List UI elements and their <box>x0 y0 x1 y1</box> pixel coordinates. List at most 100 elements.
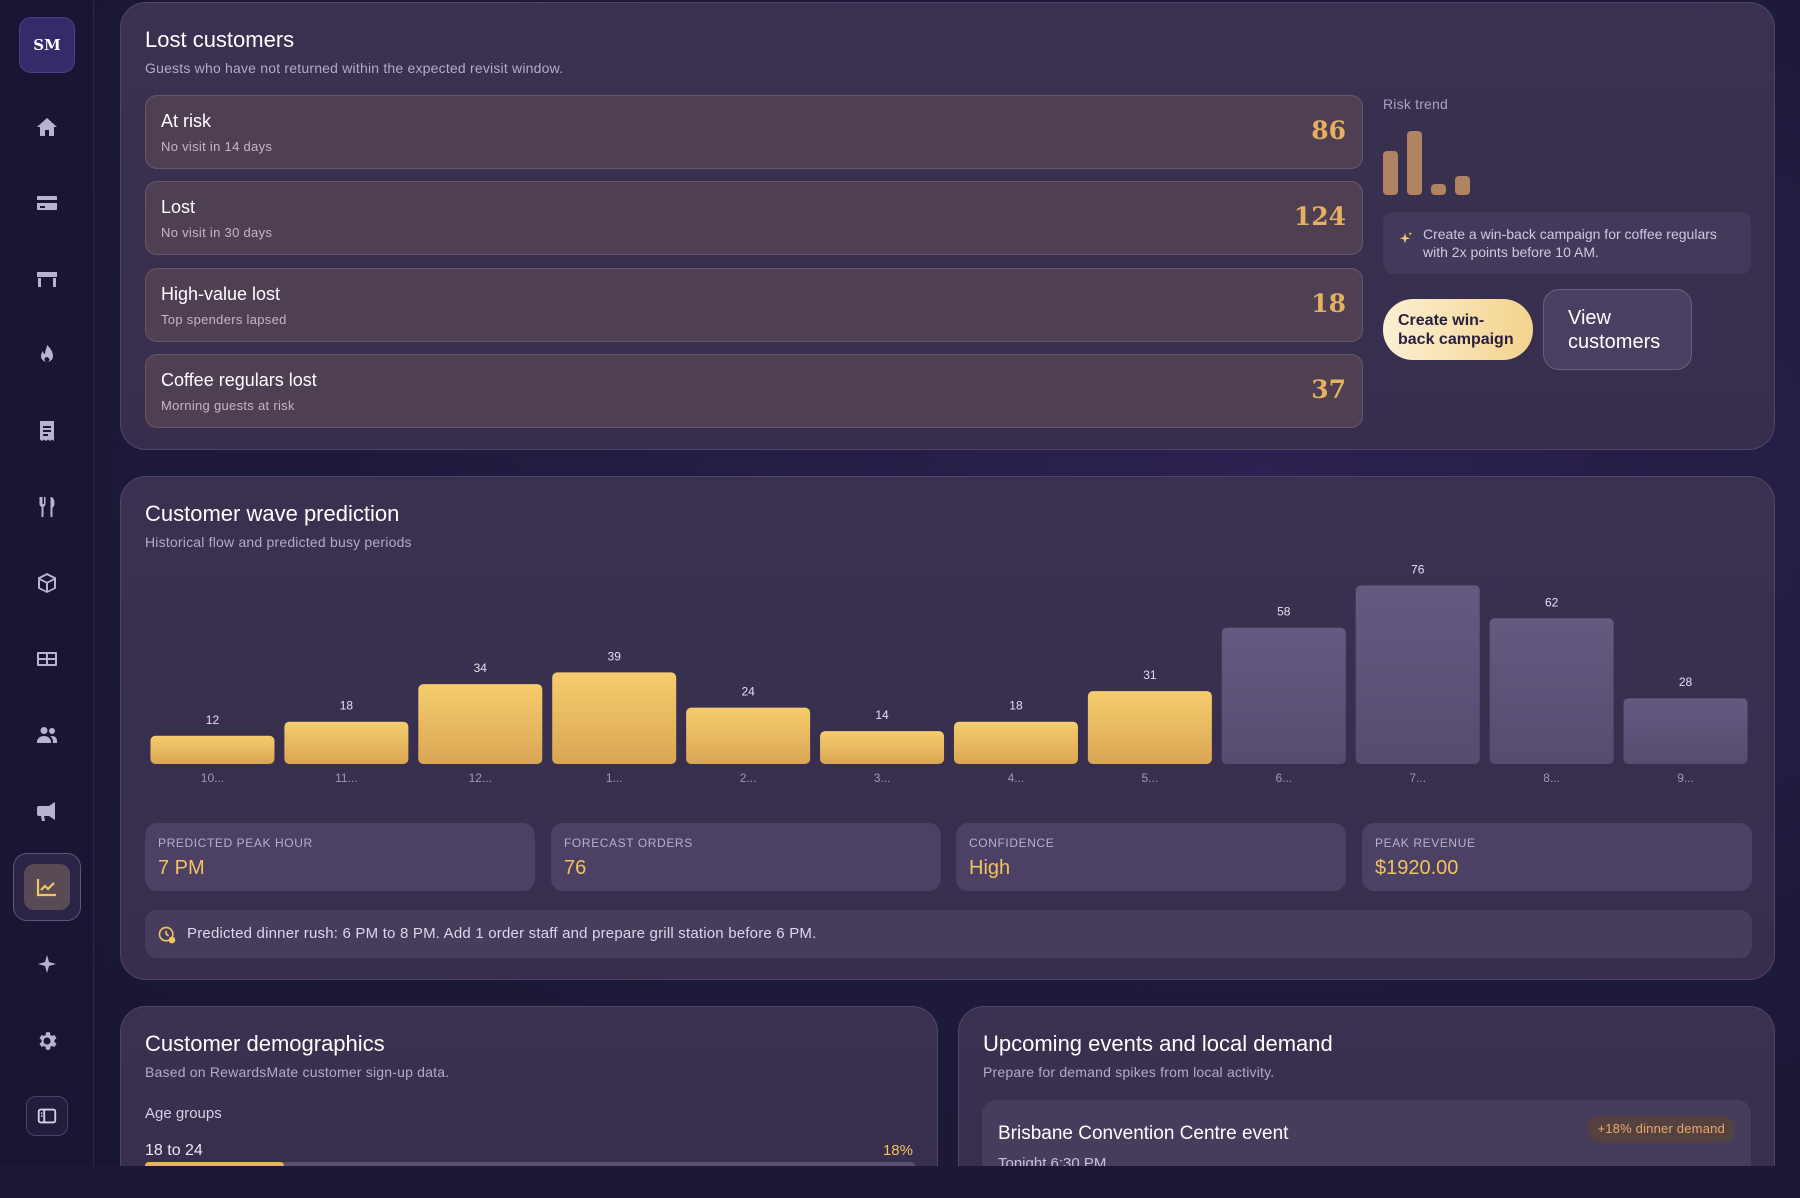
age-row-percent: 18% <box>882 1142 913 1159</box>
create-win-back-campaign-button[interactable]: Create win-back campaign <box>1383 299 1533 360</box>
store-icon <box>37 272 57 287</box>
wave-bar[interactable] <box>1489 618 1614 764</box>
sidebar-toggle-icon <box>37 1108 57 1124</box>
wave-bar[interactable] <box>686 707 811 764</box>
bar-category-label: 5... <box>1142 771 1159 785</box>
age-groups-label: Age groups <box>145 1105 222 1122</box>
age-row-label: 18 to 24 <box>145 1142 203 1159</box>
stat-label: CONFIDENCE <box>969 836 1055 850</box>
wave-bar[interactable] <box>418 684 543 764</box>
stat-value: High <box>969 857 1011 879</box>
wave-bar[interactable] <box>150 735 275 764</box>
sparkle-icon <box>1399 232 1412 244</box>
card-title: Lost customers <box>145 27 295 52</box>
nav-ai[interactable] <box>27 945 67 985</box>
bar-value-label: 18 <box>340 699 354 713</box>
nav-store[interactable] <box>27 259 67 299</box>
stat-value: $1920.00 <box>1375 857 1459 879</box>
lost-row-coffee-regulars[interactable]: Coffee regulars lost Morning guests at r… <box>145 354 1363 428</box>
flame-icon <box>41 345 53 363</box>
nav-receipts[interactable] <box>27 411 67 451</box>
wave-bar[interactable] <box>284 721 409 764</box>
card-subtitle: Prepare for demand spikes from local act… <box>983 1064 1275 1080</box>
chart-icon <box>36 879 56 897</box>
users-icon <box>37 727 57 743</box>
lost-customers-card: Lost customers Guests who have not retur… <box>120 2 1775 450</box>
risk-trend-label: Risk trend <box>1383 96 1449 112</box>
win-back-tip: Create a win-back campaign for coffee re… <box>1383 212 1751 274</box>
risk-trend-bar <box>1455 176 1470 195</box>
row-count: 124 <box>1293 202 1346 231</box>
view-customers-button[interactable]: View customers <box>1543 289 1692 370</box>
stat-peak-revenue: PEAK REVENUE $1920.00 <box>1362 823 1752 891</box>
row-subtitle: No visit in 30 days <box>161 225 273 240</box>
nav-analytics[interactable] <box>13 853 81 921</box>
risk-trend-bar <box>1383 151 1398 195</box>
clock-alert-icon <box>158 926 176 944</box>
nav-inventory[interactable] <box>27 563 67 603</box>
row-subtitle: Morning guests at risk <box>161 398 295 413</box>
lost-row-high-value[interactable]: High-value lost Top spenders lapsed 18 <box>145 268 1363 342</box>
brand-logo[interactable]: SM <box>19 17 75 73</box>
wave-bar[interactable] <box>820 731 945 764</box>
card-subtitle: Based on RewardsMate customer sign-up da… <box>145 1064 450 1080</box>
nav-gift-cards[interactable] <box>27 639 67 679</box>
tip-text: Create a win-back campaign for coffee re… <box>1423 226 1717 260</box>
bar-value-label: 31 <box>1143 668 1157 682</box>
stat-label: FORECAST ORDERS <box>564 836 693 850</box>
wave-bar[interactable] <box>953 721 1078 764</box>
nav-settings[interactable] <box>27 1021 67 1061</box>
gear-icon <box>39 1032 57 1050</box>
wave-bar-chart: 12 10... 18 11... 34 12... 39 1... 24 2... 14 3... 1… <box>150 562 1748 785</box>
megaphone-icon <box>37 802 55 821</box>
row-title: High-value lost <box>161 284 281 304</box>
lost-row-lost[interactable]: Lost No visit in 30 days 124 <box>145 181 1363 255</box>
bar-value-label: 62 <box>1545 595 1559 609</box>
card-icon <box>37 196 57 210</box>
bar-value-label: 28 <box>1679 675 1693 689</box>
stat-confidence: CONFIDENCE High <box>956 823 1346 891</box>
bar-category-label: 11... <box>335 771 357 785</box>
customer-wave-card: Customer wave prediction Historical flow… <box>120 476 1775 980</box>
card-title: Customer demographics <box>145 1031 385 1056</box>
row-count: 18 <box>1311 289 1346 318</box>
nav-flame[interactable] <box>27 335 67 375</box>
nav-cards[interactable] <box>27 183 67 223</box>
lost-row-at-risk[interactable]: At risk No visit in 14 days 86 <box>145 95 1363 169</box>
nav-customers[interactable] <box>27 715 67 755</box>
utensils-icon <box>39 497 55 517</box>
card-title: Upcoming events and local demand <box>983 1031 1333 1056</box>
row-title: Lost <box>161 197 196 217</box>
nav-marketing[interactable] <box>27 791 67 831</box>
wave-bar[interactable] <box>1221 627 1346 764</box>
bar-category-label: 1... <box>606 771 623 785</box>
sidebar: SM <box>0 0 94 1198</box>
risk-trend-bar <box>1407 131 1422 195</box>
row-count: 86 <box>1311 116 1346 145</box>
insight-bar: Predicted dinner rush: 6 PM to 8 PM. Add… <box>145 910 1752 958</box>
card-subtitle: Guests who have not returned within the … <box>145 60 564 76</box>
bar-category-label: 2... <box>740 771 757 785</box>
wave-bar[interactable] <box>1355 585 1480 764</box>
row-subtitle: Top spenders lapsed <box>161 312 287 327</box>
bar-value-label: 24 <box>741 685 755 699</box>
viewport-bottom-edge <box>0 1166 1800 1198</box>
wave-bar[interactable] <box>552 672 677 764</box>
wave-bar[interactable] <box>1623 698 1748 764</box>
demand-badge: +18% dinner demand <box>1587 1116 1735 1142</box>
nav-menu[interactable] <box>27 487 67 527</box>
bar-value-label: 34 <box>474 661 488 675</box>
bar-value-label: 76 <box>1411 562 1425 576</box>
stat-label: PEAK REVENUE <box>1375 836 1476 850</box>
bar-category-label: 4... <box>1008 771 1025 785</box>
wave-bar[interactable] <box>1087 691 1212 764</box>
nav-home[interactable] <box>27 107 67 147</box>
home-icon <box>37 118 57 136</box>
bar-value-label: 39 <box>608 649 622 663</box>
stat-label: PREDICTED PEAK HOUR <box>158 836 313 850</box>
bar-category-label: 9... <box>1677 771 1694 785</box>
event-title: Brisbane Convention Centre event <box>998 1123 1289 1144</box>
sidebar-toggle-button[interactable] <box>26 1096 68 1136</box>
bar-category-label: 8... <box>1543 771 1560 785</box>
receipt-icon <box>40 421 54 441</box>
